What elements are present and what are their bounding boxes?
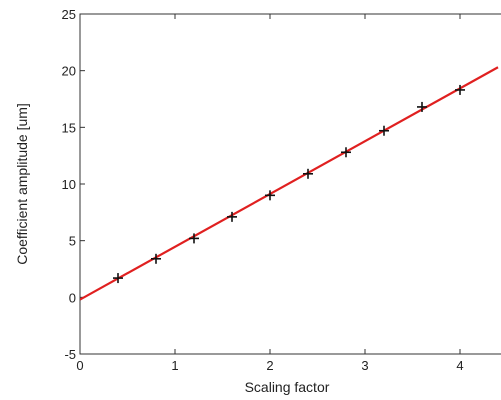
y-tick-label: 10 — [62, 177, 76, 192]
x-tick-label: 3 — [361, 358, 368, 373]
data-point — [265, 190, 275, 201]
y-tick-label: -5 — [64, 347, 76, 362]
x-tick-label: 2 — [266, 358, 273, 373]
y-tick-label: 25 — [62, 7, 76, 22]
x-tick-label: 1 — [171, 358, 178, 373]
fit-line-layer — [80, 66, 499, 301]
y-tick-label: 5 — [69, 234, 76, 249]
data-point — [379, 125, 389, 136]
plot-area — [79, 13, 501, 355]
data-point — [227, 211, 237, 222]
data-point — [113, 273, 123, 284]
data-point — [417, 101, 427, 112]
data-point — [151, 253, 161, 264]
data-point — [303, 168, 313, 179]
y-tick-label: 20 — [62, 64, 76, 79]
x-axis-label: Scaling factor — [245, 379, 330, 395]
y-tick-label: 0 — [69, 290, 76, 305]
y-tick-label: 15 — [62, 120, 76, 135]
data-point — [189, 233, 199, 244]
data-point — [341, 147, 351, 158]
data-markers — [113, 84, 465, 284]
fit-line — [80, 66, 499, 301]
x-tick-label: 4 — [456, 358, 463, 373]
x-tick-label: 0 — [76, 358, 83, 373]
y-axis-label: Coefficient amplitude [um] — [14, 103, 30, 265]
data-point — [455, 84, 465, 95]
